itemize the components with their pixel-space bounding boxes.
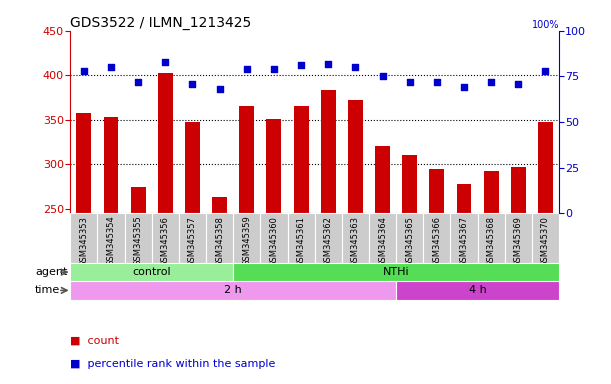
Bar [348, 100, 363, 213]
Point [161, 59, 170, 65]
Point [459, 84, 469, 90]
Text: GSM345361: GSM345361 [296, 216, 306, 266]
Text: GSM345353: GSM345353 [79, 216, 89, 266]
Point [486, 79, 496, 85]
Bar [70, 263, 233, 281]
Bar [369, 213, 396, 263]
Bar [430, 169, 444, 213]
Text: GSM345354: GSM345354 [106, 216, 115, 266]
Text: ■  percentile rank within the sample: ■ percentile rank within the sample [70, 359, 276, 369]
Bar [423, 213, 450, 263]
Point [432, 79, 442, 85]
Text: GSM345359: GSM345359 [243, 216, 251, 266]
Point [214, 86, 224, 92]
Bar [266, 119, 282, 213]
Bar [321, 90, 335, 213]
Bar [402, 156, 417, 213]
Text: control: control [133, 267, 171, 277]
Text: agent: agent [35, 267, 67, 277]
Bar [288, 213, 315, 263]
Bar [70, 281, 396, 300]
Text: GSM345368: GSM345368 [487, 216, 496, 267]
Bar [484, 170, 499, 213]
Bar [456, 184, 472, 213]
Text: GSM345363: GSM345363 [351, 216, 360, 267]
Point [106, 64, 116, 70]
Bar [396, 213, 423, 263]
Text: GSM345370: GSM345370 [541, 216, 550, 266]
Bar [511, 167, 526, 213]
Text: GSM345362: GSM345362 [324, 216, 333, 266]
Bar [158, 73, 173, 213]
Text: ■  count: ■ count [70, 336, 119, 346]
Text: time: time [35, 285, 60, 295]
Text: GSM345365: GSM345365 [405, 216, 414, 266]
Point [405, 79, 415, 85]
Bar [505, 213, 532, 263]
Bar [396, 281, 559, 300]
Bar [185, 121, 200, 213]
Text: GSM345357: GSM345357 [188, 216, 197, 266]
Bar [125, 213, 152, 263]
Bar [538, 122, 553, 213]
Bar [532, 213, 559, 263]
Bar [179, 213, 206, 263]
Bar [315, 213, 342, 263]
Point [296, 62, 306, 68]
Bar [240, 106, 254, 213]
Bar [103, 117, 119, 213]
Point [323, 61, 333, 67]
Text: GSM345364: GSM345364 [378, 216, 387, 266]
Text: GSM345366: GSM345366 [433, 216, 441, 267]
Text: 4 h: 4 h [469, 285, 486, 295]
Bar [70, 213, 97, 263]
Point [351, 64, 360, 70]
Bar [450, 213, 478, 263]
Bar [260, 213, 288, 263]
Bar [212, 197, 227, 213]
Text: NTHi: NTHi [383, 267, 409, 277]
Text: 2 h: 2 h [224, 285, 242, 295]
Bar [478, 213, 505, 263]
Text: GDS3522 / ILMN_1213425: GDS3522 / ILMN_1213425 [70, 16, 252, 30]
Text: GSM345356: GSM345356 [161, 216, 170, 266]
Point [242, 66, 252, 72]
Text: GSM345367: GSM345367 [459, 216, 469, 267]
Text: GSM345360: GSM345360 [269, 216, 279, 266]
Point [269, 66, 279, 72]
Bar [294, 106, 309, 213]
Point [513, 81, 523, 87]
Text: GSM345355: GSM345355 [134, 216, 142, 266]
Bar [76, 113, 91, 213]
Bar [233, 213, 260, 263]
Text: GSM345369: GSM345369 [514, 216, 523, 266]
Bar [152, 213, 179, 263]
Bar [342, 213, 369, 263]
Text: GSM345358: GSM345358 [215, 216, 224, 266]
Point [188, 81, 197, 87]
Point [79, 68, 89, 74]
Point [378, 73, 387, 79]
Bar [233, 263, 559, 281]
Bar [97, 213, 125, 263]
Point [541, 68, 551, 74]
Bar [206, 213, 233, 263]
Bar [375, 146, 390, 213]
Text: 100%: 100% [532, 20, 559, 30]
Point [133, 79, 143, 85]
Bar [131, 187, 145, 213]
